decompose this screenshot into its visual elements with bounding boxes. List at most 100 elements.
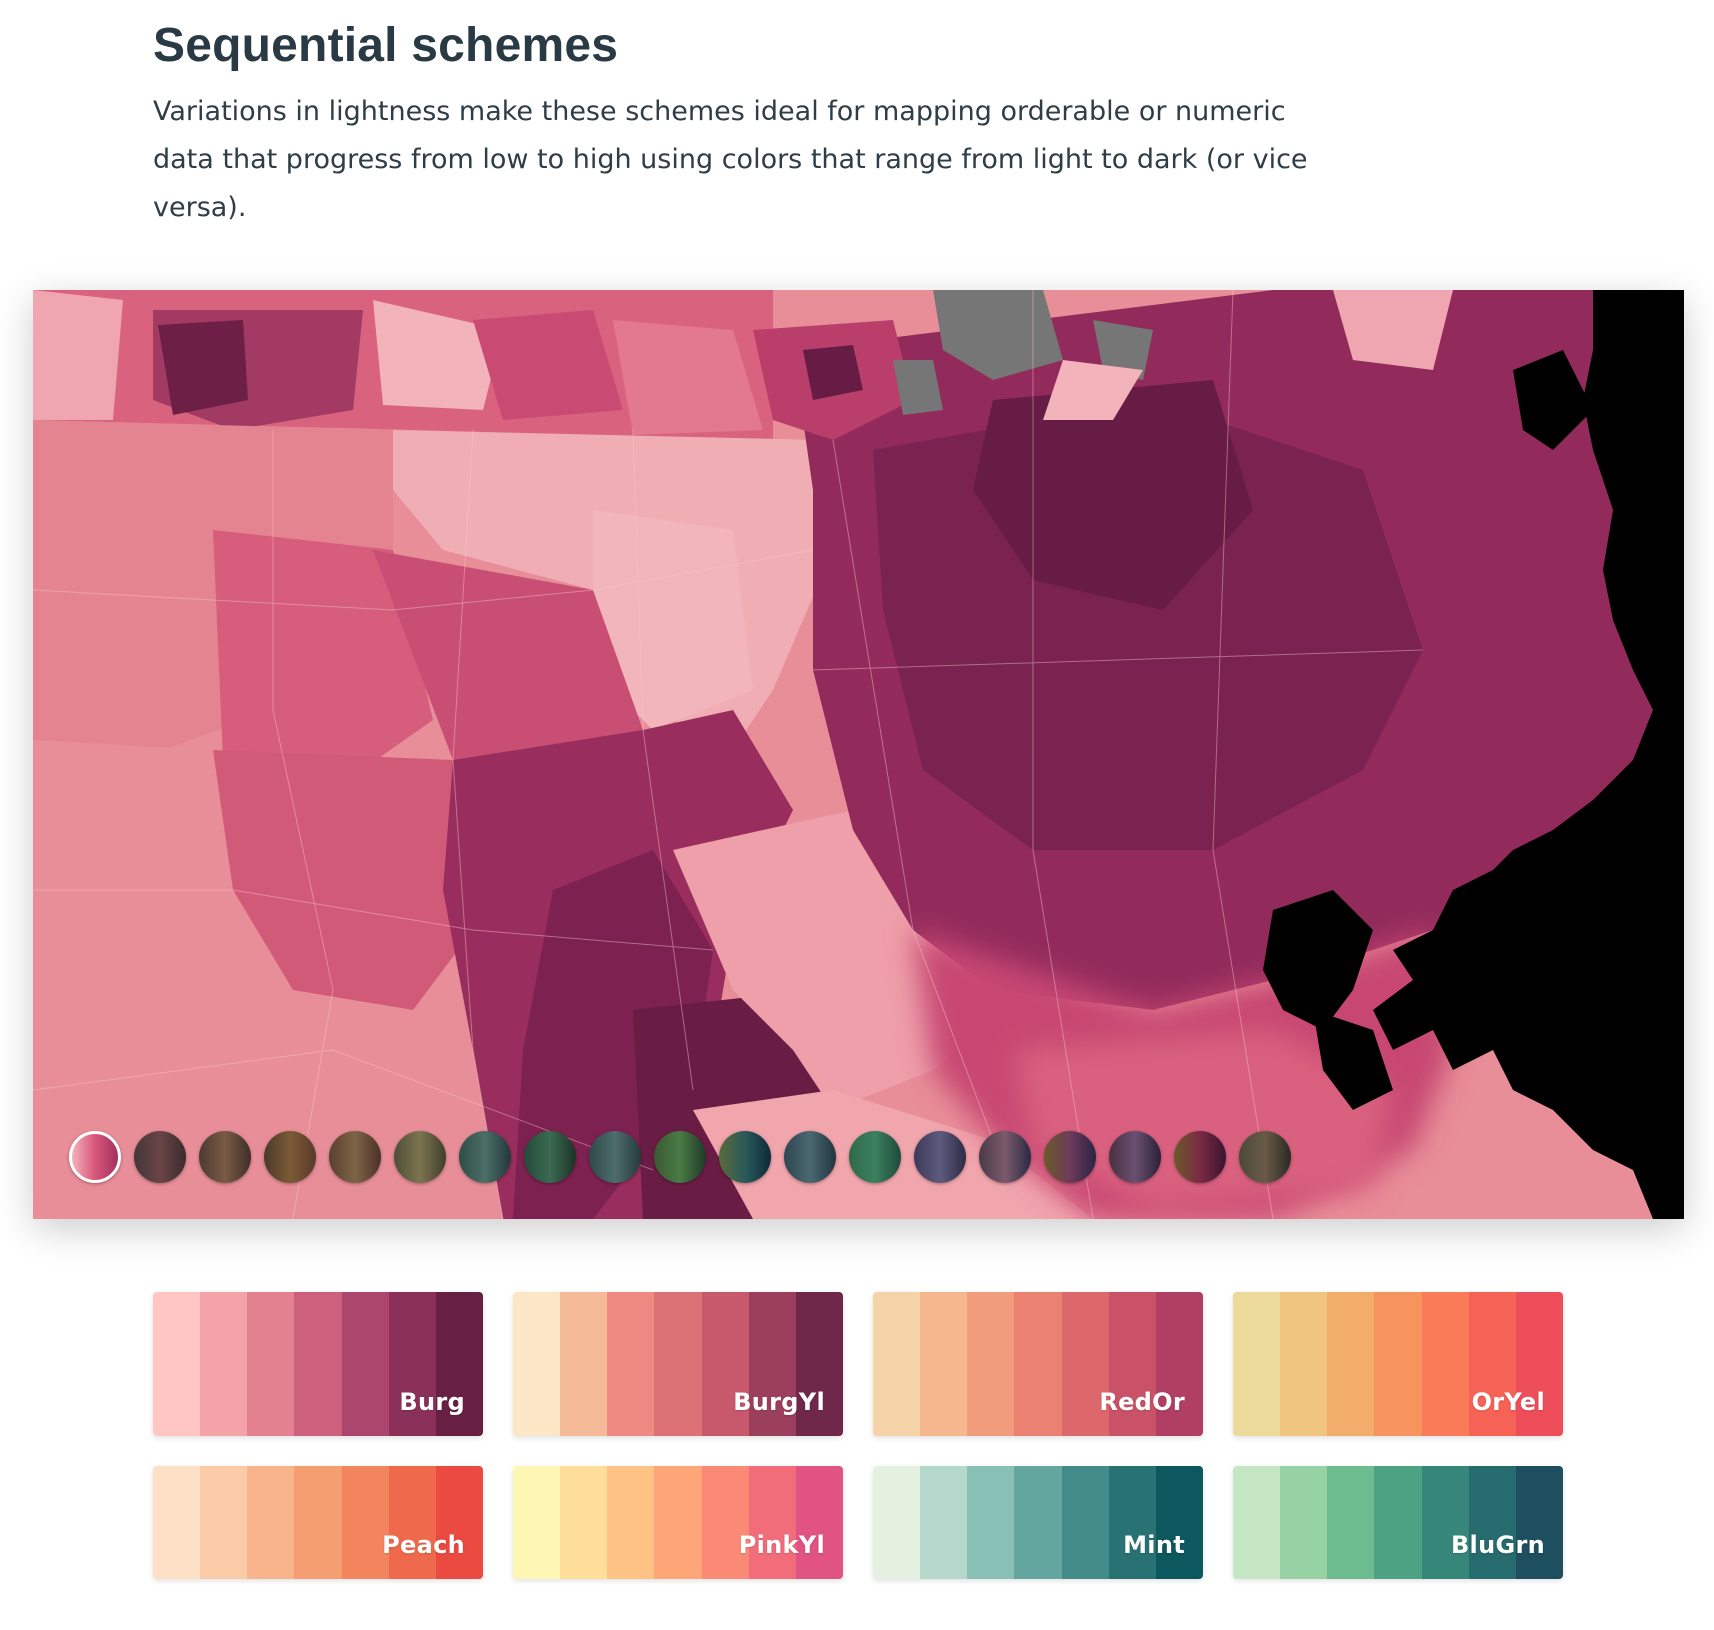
color-band bbox=[873, 1466, 921, 1579]
scheme-swatch[interactable] bbox=[914, 1131, 966, 1183]
scheme-name: Mint bbox=[1123, 1531, 1185, 1559]
scheme-swatch[interactable] bbox=[394, 1131, 446, 1183]
color-band bbox=[701, 1466, 750, 1579]
map-region bbox=[213, 750, 473, 1010]
color-band bbox=[153, 1466, 201, 1579]
color-band bbox=[388, 1292, 437, 1436]
color-band bbox=[200, 1292, 248, 1436]
scheme-swatch[interactable] bbox=[199, 1131, 251, 1183]
scheme-card-redor[interactable]: RedOr bbox=[873, 1292, 1203, 1436]
scheme-swatch[interactable] bbox=[524, 1131, 576, 1183]
color-band bbox=[294, 1292, 343, 1436]
color-band bbox=[1014, 1466, 1063, 1579]
scheme-swatch[interactable] bbox=[849, 1131, 901, 1183]
color-band bbox=[1280, 1292, 1328, 1436]
color-band bbox=[654, 1292, 703, 1436]
scheme-card-oryel[interactable]: OrYel bbox=[1233, 1292, 1563, 1436]
map-missing-data bbox=[893, 360, 943, 415]
scheme-swatch[interactable] bbox=[69, 1131, 121, 1183]
color-band bbox=[1515, 1292, 1563, 1436]
color-band bbox=[1327, 1292, 1375, 1436]
map-region bbox=[1043, 360, 1143, 420]
color-band bbox=[560, 1292, 608, 1436]
color-band bbox=[200, 1466, 248, 1579]
scheme-swatch[interactable] bbox=[654, 1131, 706, 1183]
color-band bbox=[795, 1292, 843, 1436]
color-band bbox=[920, 1466, 968, 1579]
scheme-card-pinkyl[interactable]: PinkYl bbox=[513, 1466, 843, 1579]
map-ocean bbox=[1263, 890, 1373, 1030]
map-ocean bbox=[1313, 1010, 1393, 1110]
scheme-swatch[interactable] bbox=[264, 1131, 316, 1183]
map-region bbox=[613, 320, 763, 435]
scheme-swatch[interactable] bbox=[979, 1131, 1031, 1183]
map-region bbox=[373, 300, 503, 410]
color-band bbox=[1421, 1292, 1470, 1436]
scheme-card-mint[interactable]: Mint bbox=[873, 1466, 1203, 1579]
color-band bbox=[1280, 1466, 1328, 1579]
map-ocean bbox=[1373, 290, 1684, 1219]
map-region bbox=[1333, 290, 1453, 370]
scheme-grid: Burg BurgYl RedOr OrYel Peach PinkYl Mint BluGr… bbox=[153, 1292, 1563, 1579]
color-band bbox=[1468, 1292, 1517, 1436]
scheme-swatch[interactable] bbox=[589, 1131, 641, 1183]
scheme-swatch[interactable] bbox=[329, 1131, 381, 1183]
map-region bbox=[973, 380, 1253, 610]
scheme-swatch[interactable] bbox=[784, 1131, 836, 1183]
color-band bbox=[1061, 1466, 1110, 1579]
color-band bbox=[513, 1466, 561, 1579]
scheme-card-blugrn[interactable]: BluGrn bbox=[1233, 1466, 1563, 1579]
scheme-name: Burg bbox=[399, 1388, 465, 1416]
color-band bbox=[1468, 1466, 1517, 1579]
color-band bbox=[1155, 1466, 1203, 1579]
scheme-swatch[interactable] bbox=[1174, 1131, 1226, 1183]
color-band bbox=[1374, 1292, 1423, 1436]
map-region bbox=[1013, 1030, 1393, 1210]
scheme-card-burg[interactable]: Burg bbox=[153, 1292, 483, 1436]
color-band bbox=[607, 1466, 655, 1579]
color-band bbox=[1108, 1466, 1157, 1579]
color-band bbox=[513, 1292, 561, 1436]
color-band bbox=[1233, 1466, 1281, 1579]
map-region bbox=[803, 345, 863, 400]
color-band bbox=[341, 1466, 390, 1579]
color-band bbox=[388, 1466, 437, 1579]
color-band bbox=[873, 1292, 921, 1436]
map-region bbox=[593, 510, 753, 730]
color-band bbox=[701, 1292, 750, 1436]
color-band bbox=[294, 1466, 343, 1579]
color-band bbox=[748, 1466, 797, 1579]
scheme-swatch[interactable] bbox=[459, 1131, 511, 1183]
scheme-name: RedOr bbox=[1099, 1388, 1185, 1416]
map-region bbox=[33, 290, 123, 420]
color-band bbox=[1061, 1292, 1110, 1436]
color-band bbox=[341, 1292, 390, 1436]
map-region bbox=[158, 320, 248, 415]
scheme-name: PinkYl bbox=[738, 1531, 825, 1559]
choropleth-map[interactable] bbox=[33, 290, 1684, 1219]
map-region bbox=[213, 530, 433, 790]
scheme-swatch[interactable] bbox=[1109, 1131, 1161, 1183]
color-band bbox=[1155, 1292, 1203, 1436]
scheme-card-peach[interactable]: Peach bbox=[153, 1466, 483, 1579]
color-band bbox=[748, 1292, 797, 1436]
color-band bbox=[153, 1292, 201, 1436]
scheme-swatch[interactable] bbox=[1044, 1131, 1096, 1183]
color-band bbox=[1327, 1466, 1375, 1579]
color-band bbox=[1014, 1292, 1063, 1436]
map-missing-data bbox=[933, 290, 1063, 380]
scheme-swatch[interactable] bbox=[134, 1131, 186, 1183]
map-region bbox=[473, 310, 623, 420]
color-band bbox=[247, 1466, 295, 1579]
map-ocean bbox=[1513, 350, 1593, 450]
scheme-swatch-row bbox=[69, 1131, 1291, 1183]
scheme-card-burgyl[interactable]: BurgYl bbox=[513, 1292, 843, 1436]
scheme-swatch[interactable] bbox=[719, 1131, 771, 1183]
color-band bbox=[1374, 1466, 1423, 1579]
section-description: Variations in lightness make these schem… bbox=[153, 96, 1308, 223]
color-band bbox=[1421, 1466, 1470, 1579]
color-band bbox=[435, 1292, 483, 1436]
scheme-name: BluGrn bbox=[1450, 1531, 1545, 1559]
scheme-swatch[interactable] bbox=[1239, 1131, 1291, 1183]
color-band bbox=[435, 1466, 483, 1579]
